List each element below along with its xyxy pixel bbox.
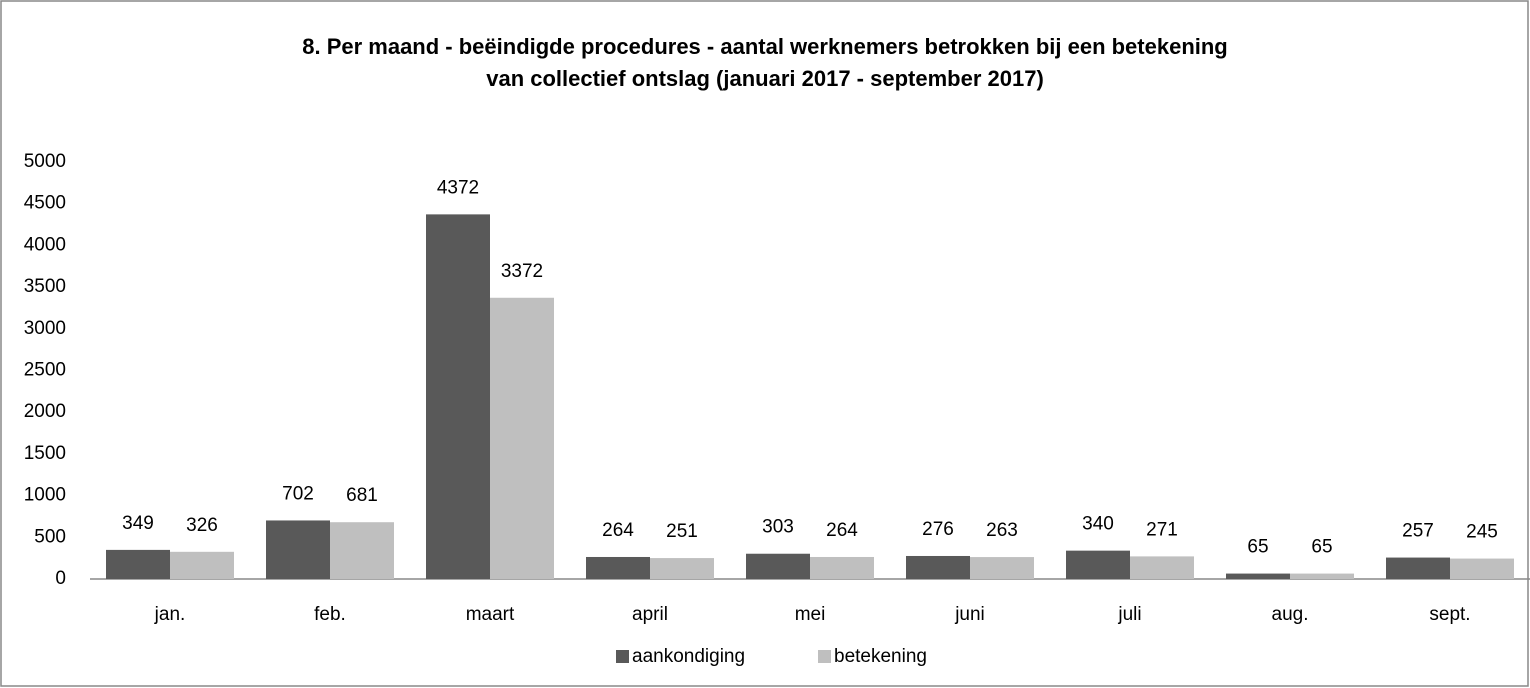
y-tick-label: 1000 [24, 485, 66, 506]
bar [490, 297, 554, 579]
y-tick-label: 1500 [24, 443, 66, 464]
x-tick-label: juli [1117, 604, 1141, 625]
bar [266, 520, 330, 579]
x-tick-label: sept. [1429, 604, 1470, 625]
x-tick-label: aug. [1272, 604, 1309, 625]
value-label: 303 [762, 517, 794, 538]
chart-title: 8. Per maand - beëindigde procedures - a… [302, 34, 1228, 59]
bar [1066, 550, 1130, 579]
bar [810, 556, 874, 579]
bar [906, 555, 970, 579]
bar [170, 551, 234, 579]
y-tick-label: 4000 [24, 234, 66, 255]
value-label: 264 [826, 520, 858, 541]
x-tick-label: jan. [154, 604, 186, 625]
bar [330, 522, 394, 579]
value-label: 251 [666, 521, 698, 542]
legend-swatch [616, 650, 629, 663]
value-label: 65 [1311, 537, 1332, 558]
bar [746, 553, 810, 579]
value-label: 264 [602, 520, 634, 541]
legend-swatch [818, 650, 831, 663]
bar [650, 558, 714, 579]
bar [1386, 557, 1450, 579]
bar [1130, 556, 1194, 579]
y-tick-label: 500 [34, 526, 66, 547]
x-tick-label: mei [795, 604, 826, 625]
value-label: 702 [282, 483, 314, 504]
y-tick-label: 3000 [24, 318, 66, 339]
bar [426, 214, 490, 580]
x-tick-label: juni [954, 604, 985, 625]
x-tick-label: maart [466, 604, 515, 625]
x-tick-label: feb. [314, 604, 346, 625]
bar [1290, 573, 1354, 579]
value-label: 276 [922, 519, 954, 540]
y-tick-label: 3500 [24, 276, 66, 297]
y-tick-label: 0 [55, 568, 66, 589]
value-label: 326 [186, 515, 218, 536]
y-tick-label: 4500 [24, 193, 66, 214]
value-label: 4372 [437, 177, 479, 198]
legend-label: betekening [834, 646, 927, 667]
chart-title: van collectief ontslag (januari 2017 - s… [486, 66, 1044, 91]
value-label: 65 [1247, 537, 1268, 558]
bar [970, 557, 1034, 579]
value-label: 263 [986, 520, 1018, 541]
value-label: 3372 [501, 261, 543, 282]
bar [586, 556, 650, 579]
value-label: 271 [1146, 519, 1178, 540]
bar [1450, 558, 1514, 579]
bar [1226, 573, 1290, 579]
x-tick-label: april [632, 604, 668, 625]
value-label: 681 [346, 485, 378, 506]
y-tick-label: 2500 [24, 360, 66, 381]
value-label: 245 [1466, 522, 1498, 543]
y-tick-label: 5000 [24, 151, 66, 172]
value-label: 340 [1082, 514, 1114, 535]
y-tick-label: 2000 [24, 401, 66, 422]
legend-label: aankondiging [632, 646, 745, 667]
bar [106, 549, 170, 579]
value-label: 257 [1402, 521, 1434, 542]
value-label: 349 [122, 513, 154, 534]
